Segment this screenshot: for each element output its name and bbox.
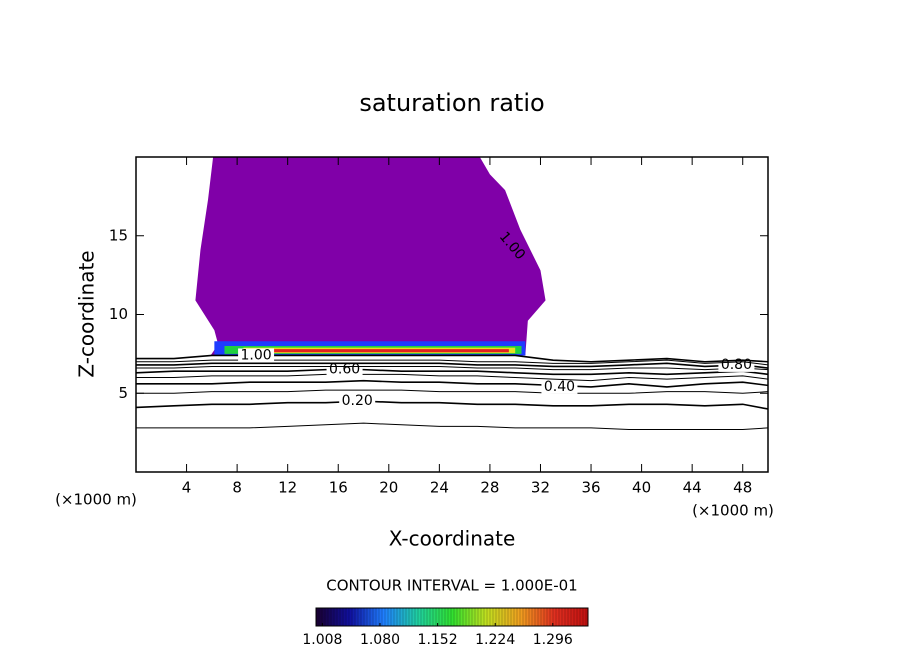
colorbar-tick-label: 1.008	[302, 632, 342, 648]
colorbar-tick-label: 1.224	[475, 632, 515, 648]
x-tick-label: 36	[581, 479, 600, 497]
chart-title: saturation ratio	[359, 89, 544, 117]
colorbar	[315, 607, 589, 627]
x-tick-label: 28	[480, 479, 499, 497]
contour-line	[136, 379, 768, 388]
contour-label: 0.80	[721, 357, 752, 373]
contour-label-bg	[339, 394, 376, 409]
x-tick-label: 32	[531, 479, 550, 497]
filled-region	[262, 349, 509, 353]
contour-line	[136, 365, 768, 371]
contour-line	[136, 400, 768, 410]
x-tick-label: 8	[232, 479, 242, 497]
x-tick-label: 44	[683, 479, 702, 497]
x-unit: (×1000 m)	[692, 502, 774, 520]
y-unit: (×1000 m)	[55, 491, 137, 509]
contour-line	[136, 373, 768, 382]
x-tick-label: 12	[278, 479, 297, 497]
x-tick-label: 48	[733, 479, 752, 497]
x-tick-label: 20	[379, 479, 398, 497]
contour-label: 0.20	[342, 393, 373, 409]
y-tick-label: 10	[109, 305, 128, 323]
contour-line	[136, 362, 768, 369]
colorbar-tick-label: 1.152	[418, 632, 458, 648]
x-axis-label: X-coordinate	[389, 527, 516, 551]
contour-line	[136, 368, 768, 376]
y-tick-label: 15	[109, 226, 128, 244]
plot: 0.200.400.60 0.801.001.00	[136, 157, 768, 430]
x-tick-label: 24	[430, 479, 449, 497]
contour-label: 1.00	[240, 347, 271, 363]
contour-label-bg	[238, 348, 275, 363]
x-tick-label: 40	[632, 479, 651, 497]
contour-line	[136, 389, 768, 394]
x-tick-label: 4	[182, 479, 192, 497]
contour-label: 0.60	[329, 362, 360, 378]
contour-line	[136, 422, 768, 430]
annotation: CONTOUR INTERVAL = 1.000E-01	[326, 577, 577, 595]
x-tick-label: 16	[329, 479, 348, 497]
contour-label: 0.40	[544, 379, 575, 395]
filled-region	[195, 157, 546, 356]
colorbar-tick-label: 1.296	[533, 632, 573, 648]
y-axis-label: Z-coordinate	[75, 250, 99, 377]
y-tick-label: 5	[118, 384, 128, 402]
colorbar-tick-label: 1.080	[360, 632, 400, 648]
contour-label-bg	[541, 379, 578, 394]
